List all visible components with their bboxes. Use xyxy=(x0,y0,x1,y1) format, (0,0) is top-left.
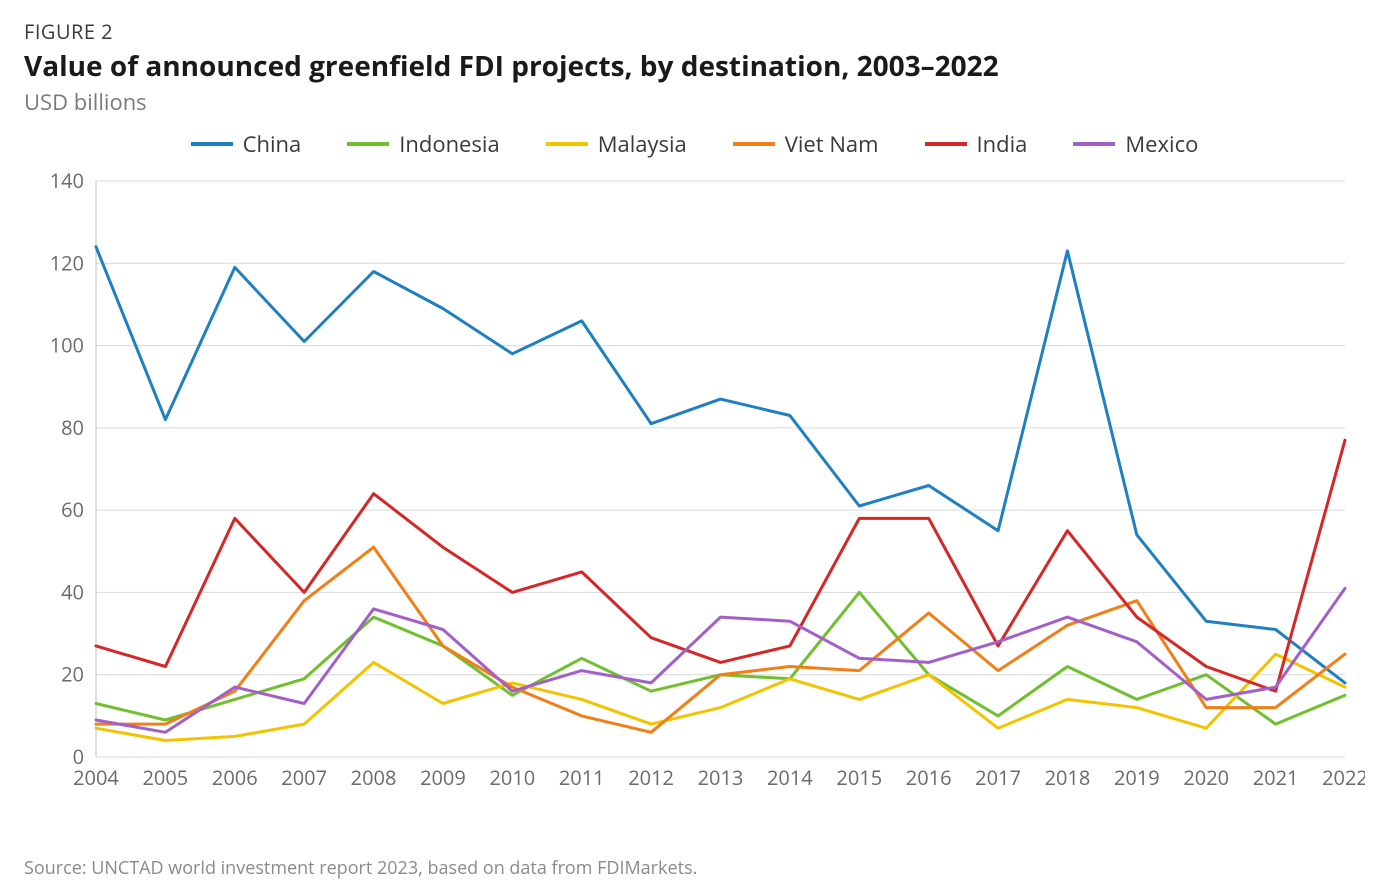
legend-label: India xyxy=(977,129,1028,159)
x-tick-label: 2020 xyxy=(1183,764,1229,791)
legend-label: Indonesia xyxy=(399,129,499,159)
gridlines xyxy=(96,181,1345,757)
source-note: Source: UNCTAD world investment report 2… xyxy=(24,856,697,880)
legend-swatch xyxy=(546,142,588,146)
plot-area: 0204060801001201402004200520062007200820… xyxy=(24,167,1365,797)
y-tick-label: 100 xyxy=(50,332,84,359)
y-tick-label: 80 xyxy=(61,414,84,441)
figure-label: FIGURE 2 xyxy=(24,18,1365,45)
series-group xyxy=(96,247,1345,741)
x-tick-label: 2010 xyxy=(489,764,535,791)
y-tick-label: 40 xyxy=(61,578,84,605)
x-tick-label: 2018 xyxy=(1045,764,1091,791)
y-tick-label: 60 xyxy=(61,496,84,523)
x-tick-label: 2022 xyxy=(1322,764,1365,791)
figure-title: Value of announced greenfield FDI projec… xyxy=(24,47,1365,85)
y-tick-label: 20 xyxy=(61,661,84,688)
legend-item-malaysia: Malaysia xyxy=(546,129,687,159)
line-chart: 0204060801001201402004200520062007200820… xyxy=(24,167,1365,797)
legend-swatch xyxy=(191,142,233,146)
x-tick-label: 2019 xyxy=(1114,764,1160,791)
legend-label: Malaysia xyxy=(598,129,687,159)
legend-item-indonesia: Indonesia xyxy=(347,129,499,159)
y-tick-label: 120 xyxy=(50,249,84,276)
x-tick-label: 2007 xyxy=(281,764,327,791)
x-tick-label: 2006 xyxy=(212,764,258,791)
x-tick-label: 2008 xyxy=(351,764,397,791)
legend-item-viet-nam: Viet Nam xyxy=(733,129,879,159)
legend-label: Viet Nam xyxy=(785,129,879,159)
legend-label: China xyxy=(243,129,302,159)
x-tick-label: 2013 xyxy=(698,764,744,791)
legend-item-india: India xyxy=(925,129,1028,159)
legend-swatch xyxy=(347,142,389,146)
x-tick-label: 2015 xyxy=(836,764,882,791)
series-mexico xyxy=(96,588,1345,732)
legend-swatch xyxy=(733,142,775,146)
x-tick-label: 2004 xyxy=(73,764,119,791)
legend: China Indonesia Malaysia Viet Nam India Mexic… xyxy=(24,129,1365,159)
x-tick-label: 2017 xyxy=(975,764,1021,791)
x-tick-label: 2014 xyxy=(767,764,813,791)
legend-swatch xyxy=(925,142,967,146)
figure-subtitle: USD billions xyxy=(24,87,1365,117)
x-tick-label: 2012 xyxy=(628,764,674,791)
y-tick-label: 140 xyxy=(50,167,84,194)
figure-container: FIGURE 2 Value of announced greenfield F… xyxy=(0,0,1389,894)
x-axis: 2004 2005 2006 2007 2008 2009 2010 2011 2012 2013… xyxy=(73,764,1365,791)
x-tick-label: 2016 xyxy=(906,764,952,791)
legend-item-mexico: Mexico xyxy=(1073,129,1198,159)
legend-item-china: China xyxy=(191,129,302,159)
x-tick-label: 2005 xyxy=(143,764,189,791)
x-tick-label: 2021 xyxy=(1253,764,1299,791)
x-tick-label: 2009 xyxy=(420,764,466,791)
legend-swatch xyxy=(1073,142,1115,146)
series-india xyxy=(96,440,1345,691)
legend-label: Mexico xyxy=(1125,129,1198,159)
x-tick-label: 2011 xyxy=(559,764,605,791)
series-viet-nam xyxy=(96,547,1345,732)
y-axis: 020406080100120140 xyxy=(50,167,84,770)
